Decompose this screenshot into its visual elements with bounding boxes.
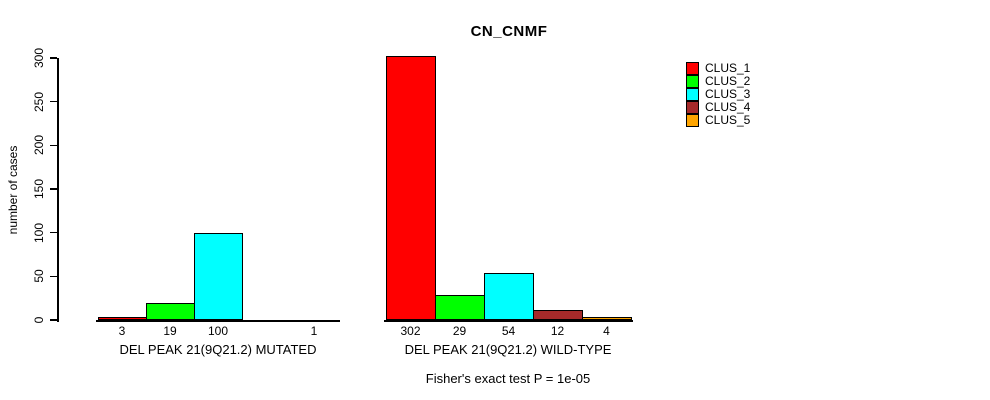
y-axis-label: number of cases: [6, 145, 20, 235]
y-axis-tick: [50, 188, 57, 190]
bar-count-label: 302: [400, 324, 421, 338]
bar-count-label: 4: [603, 324, 610, 338]
y-axis-tick-label: 100: [32, 222, 46, 243]
legend-row: CLUS_1: [686, 61, 751, 76]
legend-row: CLUS_5: [686, 113, 751, 128]
y-axis-tick: [50, 275, 57, 278]
group-axis-line: [384, 320, 633, 322]
y-axis-tick-label: 0: [32, 316, 46, 324]
legend-label: CLUS_4: [705, 100, 751, 115]
bar-clus_2: [435, 295, 485, 320]
legend-label: CLUS_1: [705, 61, 751, 76]
bar-clus_5: [582, 317, 632, 320]
y-axis-tick-label: 50: [32, 269, 46, 284]
legend-swatch-clus_3: [686, 88, 699, 102]
bar-clus_3: [484, 273, 534, 320]
legend-label: CLUS_5: [705, 113, 751, 128]
legend-swatch-clus_4: [686, 101, 699, 115]
bar-clus_1: [386, 56, 436, 320]
y-axis-tick: [50, 319, 57, 321]
y-axis-tick-label: 250: [32, 91, 46, 112]
y-axis-tick-label: 200: [32, 135, 46, 156]
y-axis-tick-label: 300: [32, 47, 46, 69]
y-axis-tick: [50, 231, 57, 234]
legend-row: CLUS_3: [686, 87, 751, 102]
bar-count-label: 100: [207, 324, 229, 338]
bar-clus_2: [146, 303, 195, 320]
y-axis-tick: [50, 100, 57, 103]
y-axis-line: [57, 58, 59, 322]
bar-count-label: 12: [550, 324, 565, 338]
bar-count-label: 54: [501, 324, 516, 338]
legend: CLUS_1 CLUS_2 CLUS_3 CLUS_4 CLUS_5: [686, 61, 751, 128]
legend-row: CLUS_4: [686, 100, 751, 115]
y-axis-tick-label: 150: [32, 178, 46, 200]
y-axis-tick: [50, 57, 57, 59]
bar-count-label: 29: [452, 324, 467, 338]
legend-row: CLUS_2: [686, 74, 751, 89]
bar-clus_4: [533, 310, 583, 320]
legend-label: CLUS_3: [705, 87, 751, 102]
legend-swatch-clus_1: [686, 62, 699, 76]
bar-clus_3: [194, 233, 243, 320]
bar-count-label: 3: [118, 324, 126, 338]
chart-title: CN_CNMF: [470, 23, 548, 40]
group-label-mutated: DEL PEAK 21(9Q21.2) MUTATED: [119, 342, 317, 357]
group-label-wild-type: DEL PEAK 21(9Q21.2) WILD-TYPE: [404, 342, 612, 357]
fisher-test-annotation: Fisher's exact test P = 1e-05: [425, 371, 591, 386]
bar-count-label: 1: [310, 324, 318, 338]
bar-count-label: 19: [163, 324, 177, 338]
legend-swatch-clus_5: [686, 114, 699, 128]
group-axis-line: [96, 320, 340, 322]
legend-swatch-clus_2: [686, 75, 699, 89]
y-axis-tick: [50, 144, 57, 147]
bar-clus_1: [98, 317, 147, 320]
legend-label: CLUS_2: [705, 74, 751, 89]
